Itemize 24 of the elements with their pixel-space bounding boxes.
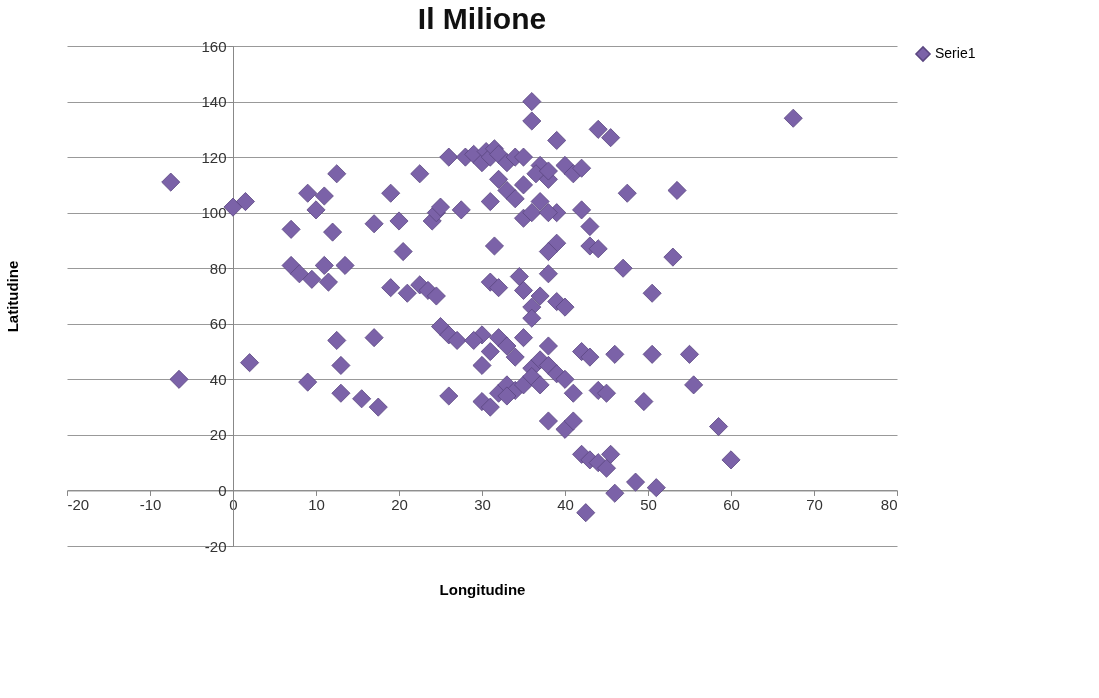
x-tick-label: -10: [139, 495, 162, 513]
x-tick-label: -20: [67, 495, 90, 513]
legend-label: Serie1: [935, 45, 976, 61]
x-tick-label: 70: [806, 495, 823, 513]
y-tick-label: -20: [204, 537, 227, 555]
x-tick-label: 40: [557, 495, 574, 513]
x-axis-title: Longitudine: [439, 580, 526, 598]
y-axis-title: Latitudine: [4, 260, 22, 333]
x-tick-label: 80: [880, 495, 898, 513]
x-tick-label: 30: [474, 495, 491, 513]
y-tick-label: 160: [201, 37, 227, 55]
y-tick-label: 140: [201, 93, 227, 111]
chart-title: Il Milione: [417, 2, 547, 35]
y-tick-label: 20: [209, 426, 227, 444]
y-tick-label: 120: [201, 148, 227, 166]
y-tick-label: 0: [218, 481, 227, 499]
x-tick-label: 60: [723, 495, 740, 513]
x-tick-label: 20: [391, 495, 408, 513]
y-tick-label: 80: [209, 259, 227, 277]
y-tick-label: 100: [201, 204, 227, 222]
y-tick-label: 60: [209, 315, 227, 333]
x-tick-label: 50: [640, 495, 657, 513]
x-tick-label: 10: [308, 495, 325, 513]
y-tick-label: 40: [209, 370, 227, 388]
